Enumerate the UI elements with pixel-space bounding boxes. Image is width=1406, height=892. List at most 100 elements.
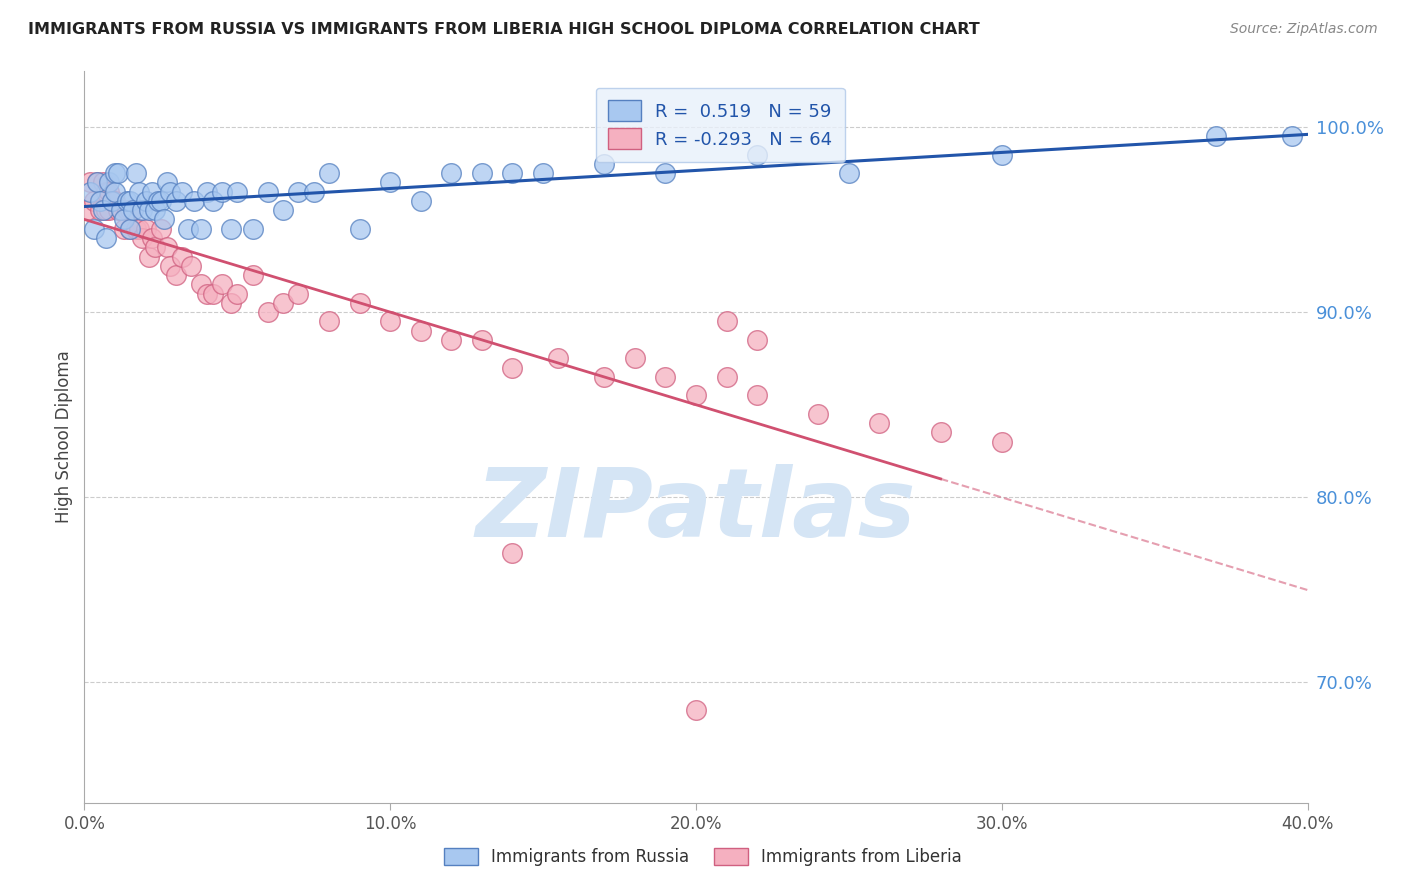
Point (91, 176, 114, 190)
Point (654, 166, 676, 180)
Point (593, 157, 616, 171)
Point (190, 221, 212, 235)
Point (125, 166, 148, 180)
Point (107, 203, 129, 218)
Point (929, 425, 952, 440)
Point (201, 286, 224, 301)
Point (79, 185, 101, 199)
Point (141, 231, 163, 245)
Point (125, 221, 148, 235)
Point (79, 176, 101, 190)
Point (1205, 129, 1227, 144)
Point (172, 185, 194, 199)
Point (149, 194, 172, 208)
Point (149, 221, 172, 235)
Point (135, 221, 157, 235)
Point (502, 360, 524, 375)
Point (349, 295, 371, 310)
Point (211, 277, 233, 292)
Point (287, 286, 309, 301)
Point (153, 212, 176, 227)
Point (547, 351, 569, 366)
Point (128, 185, 150, 199)
Point (190, 277, 212, 292)
Point (172, 250, 194, 264)
Point (747, 147, 769, 161)
Point (91, 203, 114, 218)
Point (177, 221, 200, 235)
Point (471, 333, 494, 347)
Point (593, 370, 616, 384)
Point (76, 203, 98, 218)
Point (991, 147, 1014, 161)
Y-axis label: High School Diploma: High School Diploma (55, 351, 73, 524)
Legend: Immigrants from Russia, Immigrants from Liberia: Immigrants from Russia, Immigrants from … (436, 840, 970, 875)
Point (94, 185, 117, 199)
Point (101, 194, 124, 208)
Point (685, 703, 707, 717)
Point (107, 166, 129, 180)
Point (318, 166, 340, 180)
Point (440, 333, 463, 347)
Point (122, 203, 145, 218)
Point (156, 240, 179, 254)
Text: IMMIGRANTS FROM RUSSIA VS IMMIGRANTS FROM LIBERIA HIGH SCHOOL DIPLOMA CORRELATIO: IMMIGRANTS FROM RUSSIA VS IMMIGRANTS FRO… (28, 22, 980, 37)
Point (287, 185, 309, 199)
Point (86, 176, 108, 190)
Point (624, 351, 647, 366)
Point (86, 176, 108, 190)
Point (195, 185, 218, 199)
Point (226, 185, 249, 199)
Point (349, 221, 371, 235)
Point (1281, 129, 1303, 144)
Legend: R =  0.519   N = 59, R = -0.293   N = 64: R = 0.519 N = 59, R = -0.293 N = 64 (596, 87, 845, 162)
Point (101, 194, 124, 208)
Point (104, 194, 127, 208)
Point (120, 221, 142, 235)
Point (112, 221, 135, 235)
Point (219, 295, 242, 310)
Point (120, 203, 142, 218)
Point (183, 194, 205, 208)
Point (242, 268, 264, 282)
Point (716, 314, 738, 328)
Point (135, 194, 157, 208)
Point (409, 194, 432, 208)
Point (128, 221, 150, 235)
Point (219, 221, 242, 235)
Point (242, 221, 264, 235)
Point (156, 176, 179, 190)
Point (380, 314, 402, 328)
Point (318, 314, 340, 328)
Point (471, 166, 494, 180)
Point (747, 388, 769, 402)
Point (380, 176, 402, 190)
Point (143, 203, 166, 218)
Point (97, 203, 120, 218)
Point (271, 203, 294, 218)
Point (112, 212, 135, 227)
Point (201, 194, 224, 208)
Point (502, 166, 524, 180)
Point (104, 166, 127, 180)
Point (120, 194, 142, 208)
Point (685, 388, 707, 402)
Point (115, 194, 138, 208)
Point (83, 221, 105, 235)
Point (165, 268, 187, 282)
Text: ZIPatlas: ZIPatlas (475, 464, 917, 557)
Point (94, 203, 117, 218)
Point (110, 203, 132, 218)
Text: Source: ZipAtlas.com: Source: ZipAtlas.com (1230, 22, 1378, 37)
Point (747, 333, 769, 347)
Point (120, 221, 142, 235)
Point (502, 546, 524, 560)
Point (83, 194, 105, 208)
Point (531, 166, 554, 180)
Point (211, 185, 233, 199)
Point (409, 324, 432, 338)
Point (89, 203, 111, 218)
Point (991, 434, 1014, 449)
Point (838, 166, 860, 180)
Point (257, 305, 280, 319)
